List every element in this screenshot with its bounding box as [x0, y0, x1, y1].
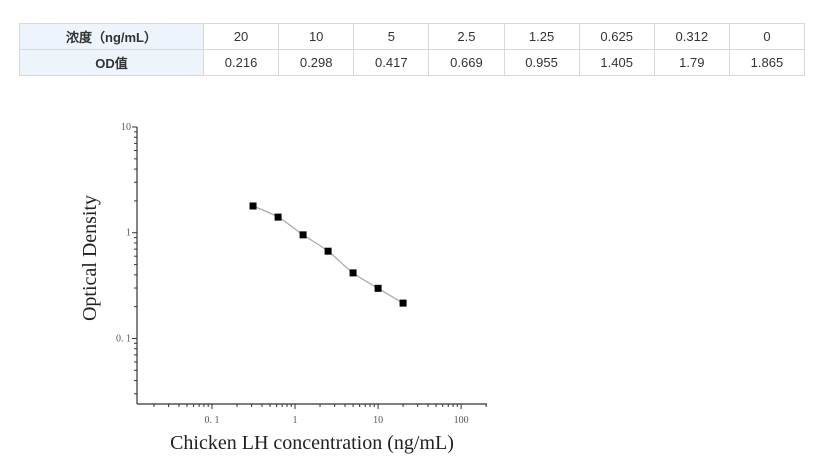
data-table: 浓度（ng/mL） 20 10 5 2.5 1.25 0.625 0.312 0 OD值 0.216… [19, 23, 806, 76]
table-cell: 0.955 [503, 49, 580, 76]
table-row: OD值 0.216 0.298 0.417 0.669 0.955 1.405 1.79 1.8… [19, 49, 806, 76]
y-tick-label: 0. 1 [116, 333, 131, 344]
table-cell: 0.669 [428, 49, 505, 76]
y-axis-label: Optical Density [79, 195, 101, 321]
y-tick-label: 10 [121, 122, 131, 133]
x-tick-label: 1 [293, 415, 298, 426]
data-point [374, 284, 382, 292]
table-cell: 10 [278, 23, 355, 50]
table-cell: 0.312 [653, 23, 730, 50]
x-tick-label: 0. 1 [204, 415, 219, 426]
table-cell: 1.865 [728, 49, 806, 76]
table-cell: 1.79 [653, 49, 730, 76]
table-cell: 20 [202, 23, 280, 50]
row-header: 浓度（ng/mL） [19, 23, 204, 50]
x-tick-label: 10 [373, 415, 383, 426]
data-point [249, 202, 257, 210]
data-point [299, 231, 307, 239]
table-row: 浓度（ng/mL） 20 10 5 2.5 1.25 0.625 0.312 0 [19, 23, 806, 50]
table-cell: 1.405 [578, 49, 655, 76]
x-axis-label: Chicken LH concentration (ng/mL) [170, 432, 454, 454]
table-cell: 0.417 [353, 49, 430, 76]
data-point [349, 269, 357, 277]
y-tick-label: 1 [126, 228, 131, 239]
data-point [274, 213, 282, 221]
table-cell: 0.298 [278, 49, 355, 76]
x-tick-label: 100 [454, 415, 469, 426]
data-point [399, 299, 407, 307]
row-header: OD值 [19, 49, 204, 76]
table-cell: 0.625 [578, 23, 655, 50]
table-cell: 0.216 [202, 49, 280, 76]
data-point [324, 247, 332, 255]
